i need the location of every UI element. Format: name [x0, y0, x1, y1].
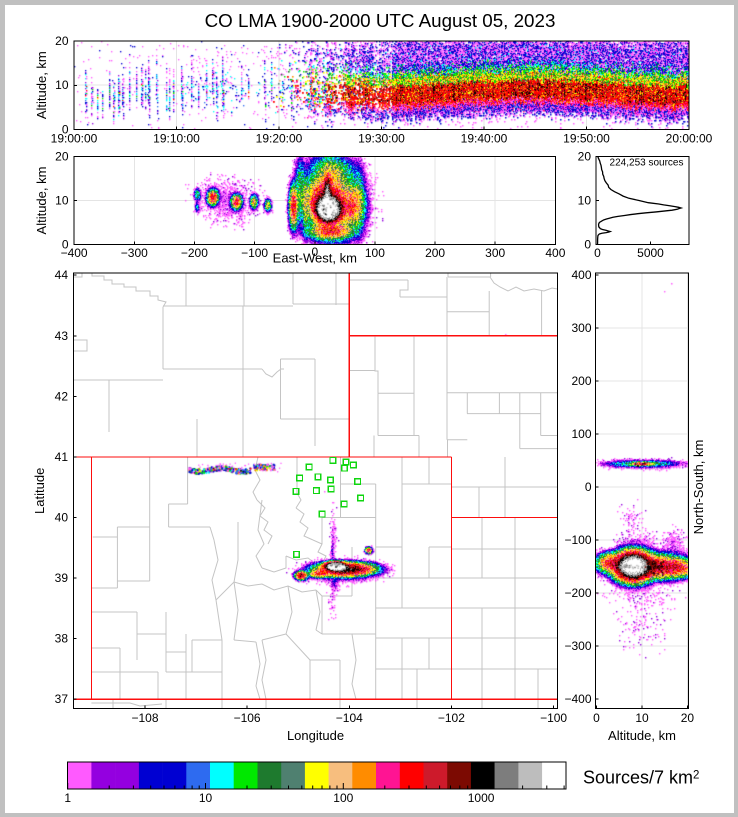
svg-text:1: 1 — [64, 791, 71, 805]
svg-text:0: 0 — [594, 246, 601, 260]
svg-text:0: 0 — [311, 245, 318, 259]
svg-text:41: 41 — [55, 450, 69, 464]
svg-text:CO LMA 1900-2000 UTC August 05: CO LMA 1900-2000 UTC August 05, 2023 — [205, 10, 556, 31]
svg-text:37: 37 — [55, 692, 69, 706]
svg-text:−102: −102 — [438, 711, 465, 725]
svg-text:20: 20 — [578, 150, 592, 164]
svg-text:East-West, km: East-West, km — [273, 251, 357, 266]
svg-text:10: 10 — [635, 711, 649, 725]
svg-text:19:50:00: 19:50:00 — [563, 132, 610, 146]
svg-text:10: 10 — [199, 791, 213, 805]
svg-text:10: 10 — [55, 194, 69, 208]
svg-text:−100: −100 — [564, 533, 591, 547]
svg-text:100: 100 — [365, 246, 385, 260]
svg-text:10: 10 — [578, 194, 592, 208]
svg-text:224,253 sources: 224,253 sources — [610, 158, 684, 169]
svg-text:Longitude: Longitude — [287, 728, 344, 743]
svg-text:300: 300 — [571, 321, 591, 335]
svg-text:0: 0 — [584, 238, 591, 252]
svg-text:20: 20 — [55, 34, 69, 48]
svg-text:10: 10 — [55, 78, 69, 92]
svg-text:Sources/7 km2: Sources/7 km2 — [583, 768, 699, 788]
svg-text:20: 20 — [681, 711, 695, 725]
svg-text:−100: −100 — [540, 711, 567, 725]
svg-text:0: 0 — [585, 480, 592, 494]
svg-text:19:30:00: 19:30:00 — [358, 132, 405, 146]
svg-text:−200: −200 — [181, 246, 208, 260]
svg-text:20:00:00: 20:00:00 — [666, 132, 713, 146]
svg-text:200: 200 — [571, 374, 591, 388]
svg-text:Altitude, km: Altitude, km — [608, 728, 676, 743]
svg-text:19:10:00: 19:10:00 — [153, 132, 200, 146]
svg-text:1000: 1000 — [468, 791, 495, 805]
svg-text:−400: −400 — [61, 246, 88, 260]
svg-text:0: 0 — [62, 123, 69, 137]
svg-text:−104: −104 — [336, 711, 363, 725]
svg-text:44: 44 — [55, 268, 69, 282]
svg-text:39: 39 — [55, 571, 69, 585]
svg-text:−300: −300 — [564, 639, 591, 653]
svg-text:0: 0 — [62, 238, 69, 252]
svg-text:19:00:00: 19:00:00 — [51, 132, 98, 146]
svg-text:0: 0 — [593, 711, 600, 725]
svg-text:−108: −108 — [131, 711, 158, 725]
svg-text:−300: −300 — [121, 246, 148, 260]
svg-text:5000: 5000 — [637, 246, 664, 260]
svg-text:North-South, km: North-South, km — [691, 440, 706, 535]
svg-text:40: 40 — [55, 511, 69, 525]
svg-text:Altitude, km: Altitude, km — [34, 51, 49, 119]
svg-text:100: 100 — [333, 791, 353, 805]
svg-text:−200: −200 — [564, 586, 591, 600]
svg-text:−100: −100 — [241, 246, 268, 260]
svg-text:20: 20 — [55, 150, 69, 164]
svg-text:19:20:00: 19:20:00 — [256, 132, 303, 146]
svg-text:200: 200 — [425, 246, 445, 260]
svg-text:400: 400 — [571, 268, 591, 282]
svg-text:−106: −106 — [234, 711, 261, 725]
svg-text:19:40:00: 19:40:00 — [461, 132, 508, 146]
svg-text:Latitude: Latitude — [32, 468, 47, 514]
svg-text:38: 38 — [55, 632, 69, 646]
svg-text:43: 43 — [55, 329, 69, 343]
svg-text:Altitude, km: Altitude, km — [34, 167, 49, 235]
svg-text:300: 300 — [485, 246, 505, 260]
svg-text:−400: −400 — [564, 692, 591, 706]
svg-text:42: 42 — [55, 389, 69, 403]
svg-text:100: 100 — [571, 427, 591, 441]
svg-text:400: 400 — [545, 246, 565, 260]
